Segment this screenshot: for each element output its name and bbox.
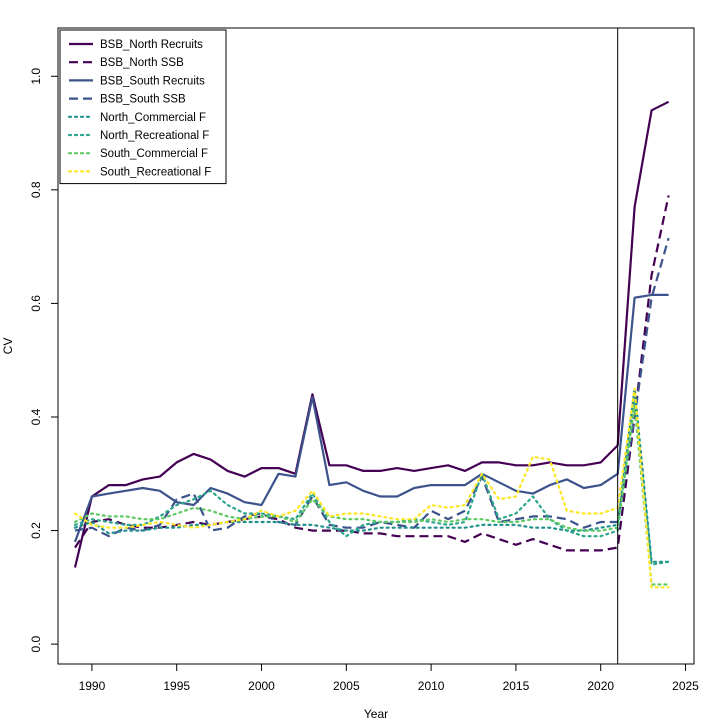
legend-box	[59, 29, 227, 185]
x-tick-label: 1995	[163, 679, 190, 693]
legend-label: BSB_North SSB	[100, 57, 184, 69]
series-line-3	[74, 237, 670, 538]
x-tick-label: 2020	[587, 679, 614, 693]
legend-label: BSB_North Recruits	[100, 39, 203, 51]
x-axis-label: Year	[364, 707, 388, 720]
series-line-0	[73, 100, 670, 568]
series-line-2	[73, 293, 669, 543]
y-tick-label: 0.6	[29, 295, 43, 312]
y-tick-label: 0.0	[29, 635, 43, 652]
y-tick-label: 1.0	[29, 68, 43, 85]
x-tick-label: 2010	[418, 679, 445, 693]
legend-label: North_Commercial F	[100, 112, 206, 124]
x-tick-label: 2005	[333, 679, 360, 693]
y-axis-label: CV	[1, 338, 15, 355]
series-line-6	[73, 404, 670, 586]
x-tick-label: 1990	[79, 679, 106, 693]
y-tick-label: 0.2	[29, 522, 43, 539]
x-tick-label: 2000	[248, 679, 275, 693]
series-layer	[73, 100, 670, 589]
legend-label: South_Recreational F	[100, 166, 211, 178]
x-tick-label: 2015	[503, 679, 530, 693]
legend: BSB_North Recruits BSB_North SSB BSB_South…	[59, 29, 227, 185]
series-line-5	[73, 398, 670, 566]
series-line-7	[73, 387, 670, 589]
y-tick-label: 0.8	[29, 181, 43, 198]
legend-label: BSB_South Recruits	[100, 75, 205, 87]
y-axis: 0.0 0.2 0.4 0.6 0.8 1.0	[29, 68, 59, 652]
x-tick-label: 2025	[672, 679, 699, 693]
x-axis: 1990 1995 2000 2005 2010 2015 2020 2025	[79, 663, 699, 693]
series-line-4	[73, 387, 670, 563]
legend-label: BSB_South SSB	[100, 94, 186, 106]
legend-label: South_Commercial F	[100, 148, 208, 160]
series-line-1	[74, 195, 670, 552]
legend-label: North_Recreational F	[100, 130, 209, 142]
y-tick-label: 0.4	[29, 408, 43, 425]
